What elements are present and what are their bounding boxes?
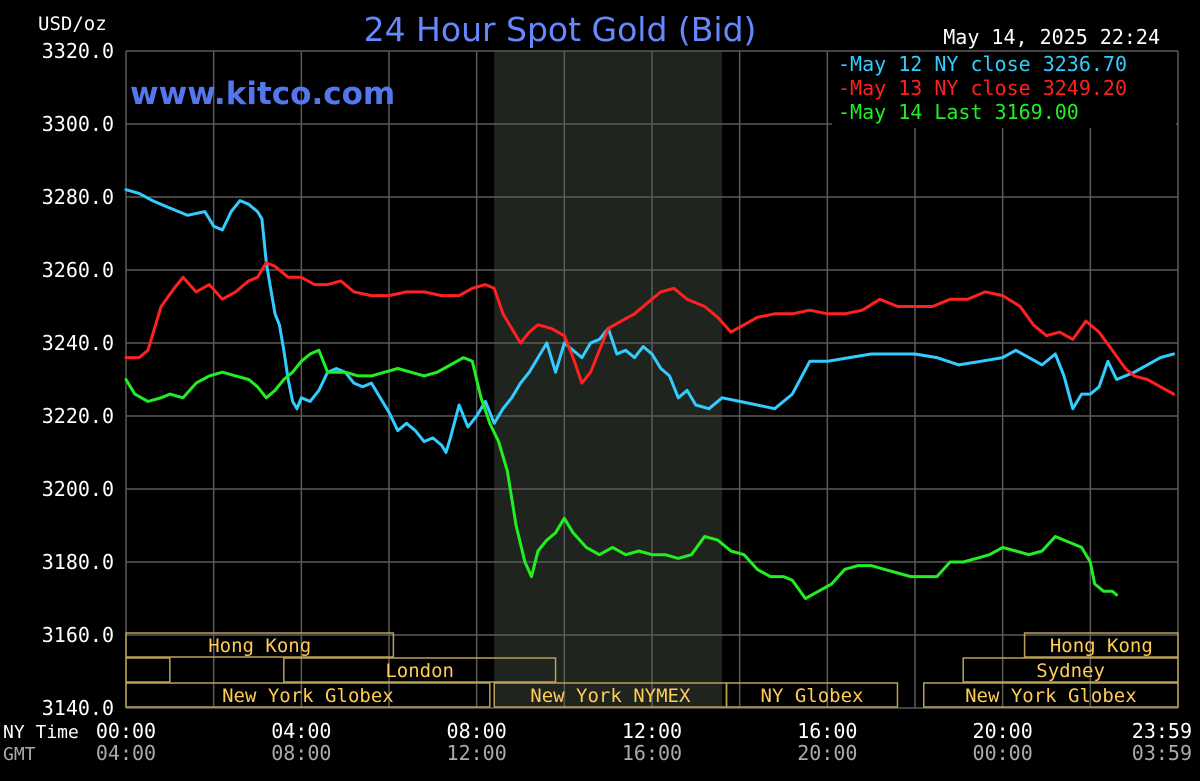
session-box-hong-kong-0 [125,632,395,658]
y-tick-3320: 3320.0 [42,39,114,63]
x-tick-gmt-1: 08:00 [271,741,331,765]
x-tick-gmt-6: 03:59 [1132,741,1192,765]
session-box-hong-kong-6 [1023,632,1179,658]
gmt-row-label: GMT [3,744,36,765]
session-box-new-york-globex-3 [125,682,491,708]
trading-sessions: Hong Kong London New York Globex New York N… [125,632,1179,708]
x-tick-ny-4: 16:00 [797,719,857,743]
series-line-1 [124,261,1176,396]
session-label-london-2: London [385,660,454,682]
series-line-2 [124,348,1119,600]
y-tick-3160: 3160.0 [42,623,114,647]
session-box-new-york-globex-8 [923,682,1179,708]
session-label-hong-kong-0: Hong Kong [208,635,311,657]
x-tick-ny-5: 20:00 [973,719,1033,743]
y-tick-3280: 3280.0 [42,185,114,209]
x-tick-gmt-4: 20:00 [797,741,857,765]
timestamp: May 14, 2025 22:24 [943,25,1160,49]
legend-item-may-12: -May 12 NY close 3236.70 [838,52,1127,76]
y-axis-label: USD/oz [38,13,107,35]
y-axis-ticks: 3320.0 3300.0 3280.0 3260.0 3240.0 3220.0 3200… [42,39,114,720]
session-label-new-york-globex-3: New York Globex [222,685,394,707]
series-lines [124,188,1176,600]
x-tick-gmt-5: 00:00 [973,741,1033,765]
session-box-blank-1 [125,657,171,683]
session-label-sydney-7: Sydney [1036,660,1105,682]
legend-background [832,52,1176,128]
legend-item-may-14: -May 14 Last 3169.00 [838,100,1079,124]
chart-title: 24 Hour Spot Gold (Bid) [364,10,757,49]
x-tick-ny-1: 04:00 [271,719,331,743]
y-tick-3140: 3140.0 [42,696,114,720]
legend: -May 12 NY close 3236.70 -May 13 NY clos… [832,52,1176,128]
session-label-new-york-nymex-4: New York NYMEX [530,685,691,707]
x-tick-ny-0: 00:00 [96,719,156,743]
session-label-hong-kong-6: Hong Kong [1050,635,1153,657]
x-tick-ny-2: 08:00 [447,719,507,743]
x-axis-ticks: 00:0004:0004:0008:0008:0012:0012:0016:00… [96,719,1192,765]
y-tick-3200: 3200.0 [42,477,114,501]
session-label-ny-globex-5: NY Globex [761,685,864,707]
x-tick-gmt-3: 16:00 [622,741,682,765]
y-tick-3240: 3240.0 [42,331,114,355]
nymex-shaded-region [494,51,723,708]
x-tick-ny-3: 12:00 [622,719,682,743]
x-tick-gmt-2: 12:00 [447,741,507,765]
session-label-new-york-globex-8: New York Globex [965,685,1137,707]
series-line-0 [124,188,1176,454]
x-tick-ny-6: 23:59 [1132,719,1192,743]
y-tick-3300: 3300.0 [42,112,114,136]
y-tick-3220: 3220.0 [42,404,114,428]
x-tick-gmt-0: 04:00 [96,741,156,765]
y-tick-3180: 3180.0 [42,550,114,574]
legend-item-may-13: -May 13 NY close 3249.20 [838,76,1127,100]
session-box-london-2 [283,657,557,683]
session-box-sydney-7 [962,657,1179,683]
y-tick-3260: 3260.0 [42,258,114,282]
session-box-ny-globex-5 [725,682,899,708]
watermark: www.kitco.com [130,76,395,112]
ny-time-row-label: NY Time [3,722,79,743]
